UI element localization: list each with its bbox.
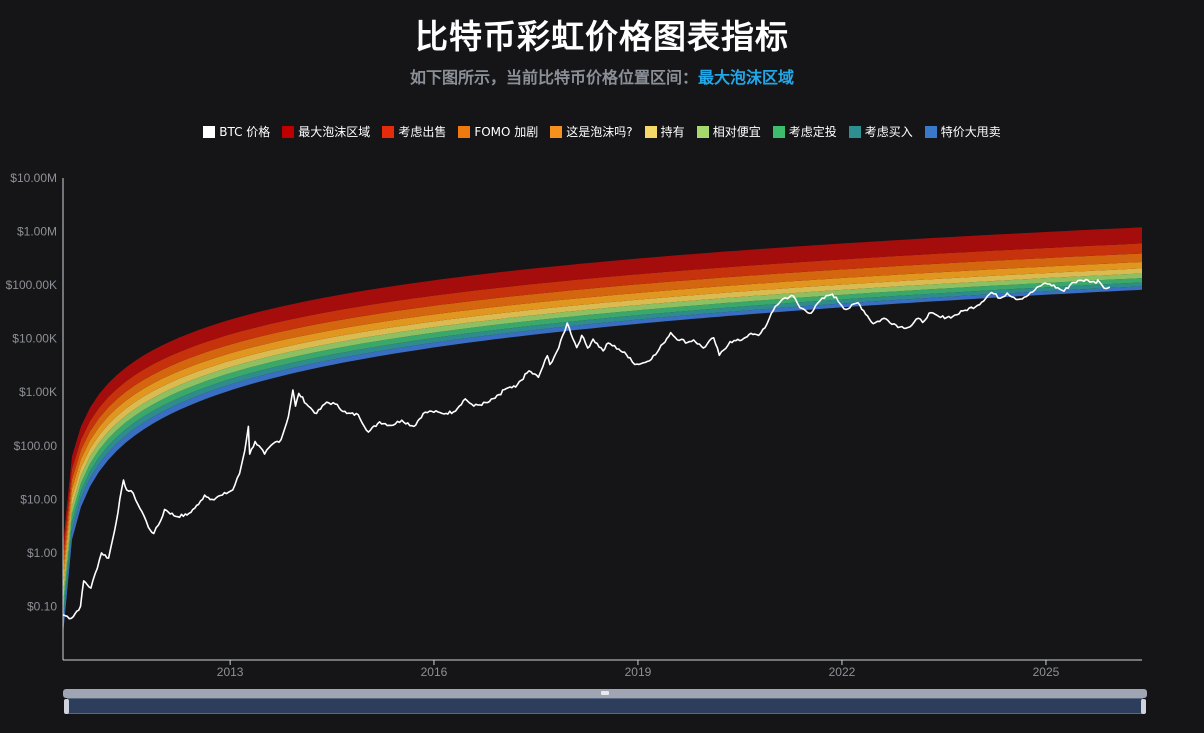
legend-swatch [458,125,471,138]
y-axis: $0.10 $1.00 $10.00 $100.00 $1.00K $10.00K $100… [6,171,64,660]
legend-item[interactable]: 考虑买入 [848,123,913,140]
legend-swatch [772,125,785,138]
legend-item[interactable]: BTC 价格 [203,123,270,140]
page-title: 比特币彩虹价格图表指标 [415,17,789,56]
y-tick-label: $10.00M [10,171,57,185]
legend-label: FOMO 加剧 [474,125,539,139]
legend-label: 这是泡沫吗? [566,125,633,139]
slider-handle-left[interactable] [64,699,69,714]
slider-track[interactable] [67,698,1143,714]
y-tick-label: $100.00 [14,439,58,453]
y-tick-label: $10.00K [12,332,57,346]
band-8 [63,227,1142,556]
legend-swatch [550,125,563,138]
legend-item[interactable]: 考虑定投 [772,123,837,140]
current-zone-label: 最大泡沫区域 [698,68,795,87]
x-tick-label: 2025 [1033,665,1060,679]
legend-swatch [282,125,295,138]
y-tick-label: $1.00 [27,546,57,560]
legend-label: 考虑出售 [398,125,447,139]
legend-swatch [644,125,657,138]
legend-item[interactable]: 特价大甩卖 [924,123,1001,140]
legend-label: 考虑买入 [864,125,913,139]
legend-item[interactable]: 最大泡沫区域 [282,123,370,140]
btc-price-line [62,278,1111,620]
legend-label: 相对便宜 [712,125,761,139]
legend-item[interactable]: 持有 [644,123,685,140]
legend-label: 最大泡沫区域 [298,125,371,139]
legend-label: 持有 [660,125,685,139]
y-tick-label: $0.10 [27,599,57,613]
slider-bar[interactable] [63,689,1147,698]
y-tick-label: $100.00K [6,278,57,292]
legend-swatch [203,125,216,138]
chart-legend: BTC 价格 最大泡沫区域 考虑出售 FOMO 加剧 这是泡沫吗? 持有 相对便宜 考虑定投 考… [0,123,1204,140]
btc-series [62,278,1111,620]
legend-label: 特价大甩卖 [940,125,1001,139]
slider-handle-right[interactable] [1141,699,1146,714]
x-tick-label: 2022 [829,665,856,679]
legend-label: BTC 价格 [219,125,271,139]
x-tick-label: 2013 [217,665,244,679]
legend-label: 考虑定投 [788,125,837,139]
legend-item[interactable]: 这是泡沫吗? [550,123,633,140]
subtitle-prefix: 如下图所示，当前比特币价格位置区间： [409,68,698,87]
legend-swatch [696,125,709,138]
legend-item[interactable]: 相对便宜 [696,123,761,140]
legend-swatch [382,125,395,138]
legend-item[interactable]: 考虑出售 [382,123,446,140]
y-tick-label: $1.00M [17,225,57,239]
y-tick-label: $1.00K [19,385,57,399]
x-axis: 2013 2016 2019 2022 2025 [63,659,1142,679]
slider-grip[interactable] [601,691,609,695]
page-subtitle: 如下图所示，当前比特币价格位置区间：最大泡沫区域 [0,64,1204,88]
legend-swatch [924,125,937,138]
zoom-slider[interactable] [63,689,1147,716]
x-tick-label: 2016 [421,665,448,679]
rainbow-bands [63,227,1142,636]
legend-item[interactable]: FOMO 加剧 [458,123,538,140]
y-tick-label: $10.00 [20,492,57,506]
legend-swatch [848,125,861,138]
x-tick-label: 2019 [625,665,652,679]
